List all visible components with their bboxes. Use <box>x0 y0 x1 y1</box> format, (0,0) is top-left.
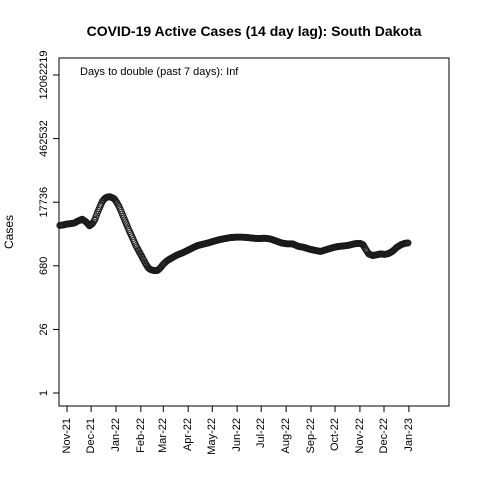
x-tick-label: Mar-22 <box>157 418 169 453</box>
x-tick-label: Jan-22 <box>110 418 122 452</box>
data-points <box>56 193 412 275</box>
y-axis: 1 26 680 17736 462532 12062219 <box>38 51 60 396</box>
x-tick-label: Sep-22 <box>305 418 317 453</box>
x-tick-label: Dec-21 <box>85 418 97 453</box>
x-axis: Nov-21 Dec-21 Jan-22 Feb-22 Mar-22 Apr-22 May-… <box>61 405 415 455</box>
y-axis-label: Cases <box>2 215 16 249</box>
x-tick-label: Feb-22 <box>135 418 147 453</box>
plot-frame <box>58 57 450 407</box>
data-point <box>88 220 96 228</box>
y-tick-label: 26 <box>38 323 50 335</box>
data-point <box>404 239 412 247</box>
x-tick-label: Jul-22 <box>255 418 267 448</box>
x-tick-label: May-22 <box>206 418 218 455</box>
x-tick-label: Apr-22 <box>182 418 194 451</box>
chart-title: COVID-19 Active Cases (14 day lag): Sout… <box>87 23 422 39</box>
x-tick-label: Jun-22 <box>231 418 243 452</box>
x-tick-label: Oct-22 <box>329 418 341 451</box>
x-tick-label: Jan-23 <box>403 418 415 452</box>
x-tick-label: Nov-22 <box>354 418 366 453</box>
y-tick-label: 680 <box>38 257 50 275</box>
x-tick-label: Nov-21 <box>61 418 73 453</box>
x-tick-label: Dec-22 <box>378 418 390 453</box>
y-tick-label: 462532 <box>38 120 50 157</box>
y-tick-label: 12062219 <box>38 51 50 100</box>
doubling-annotation: Days to double (past 7 days): Inf <box>80 66 239 78</box>
data-point <box>90 216 98 224</box>
x-tick-label: Aug-22 <box>280 418 292 453</box>
y-tick-label: 1 <box>38 390 50 396</box>
y-tick-label: 17736 <box>38 187 50 218</box>
